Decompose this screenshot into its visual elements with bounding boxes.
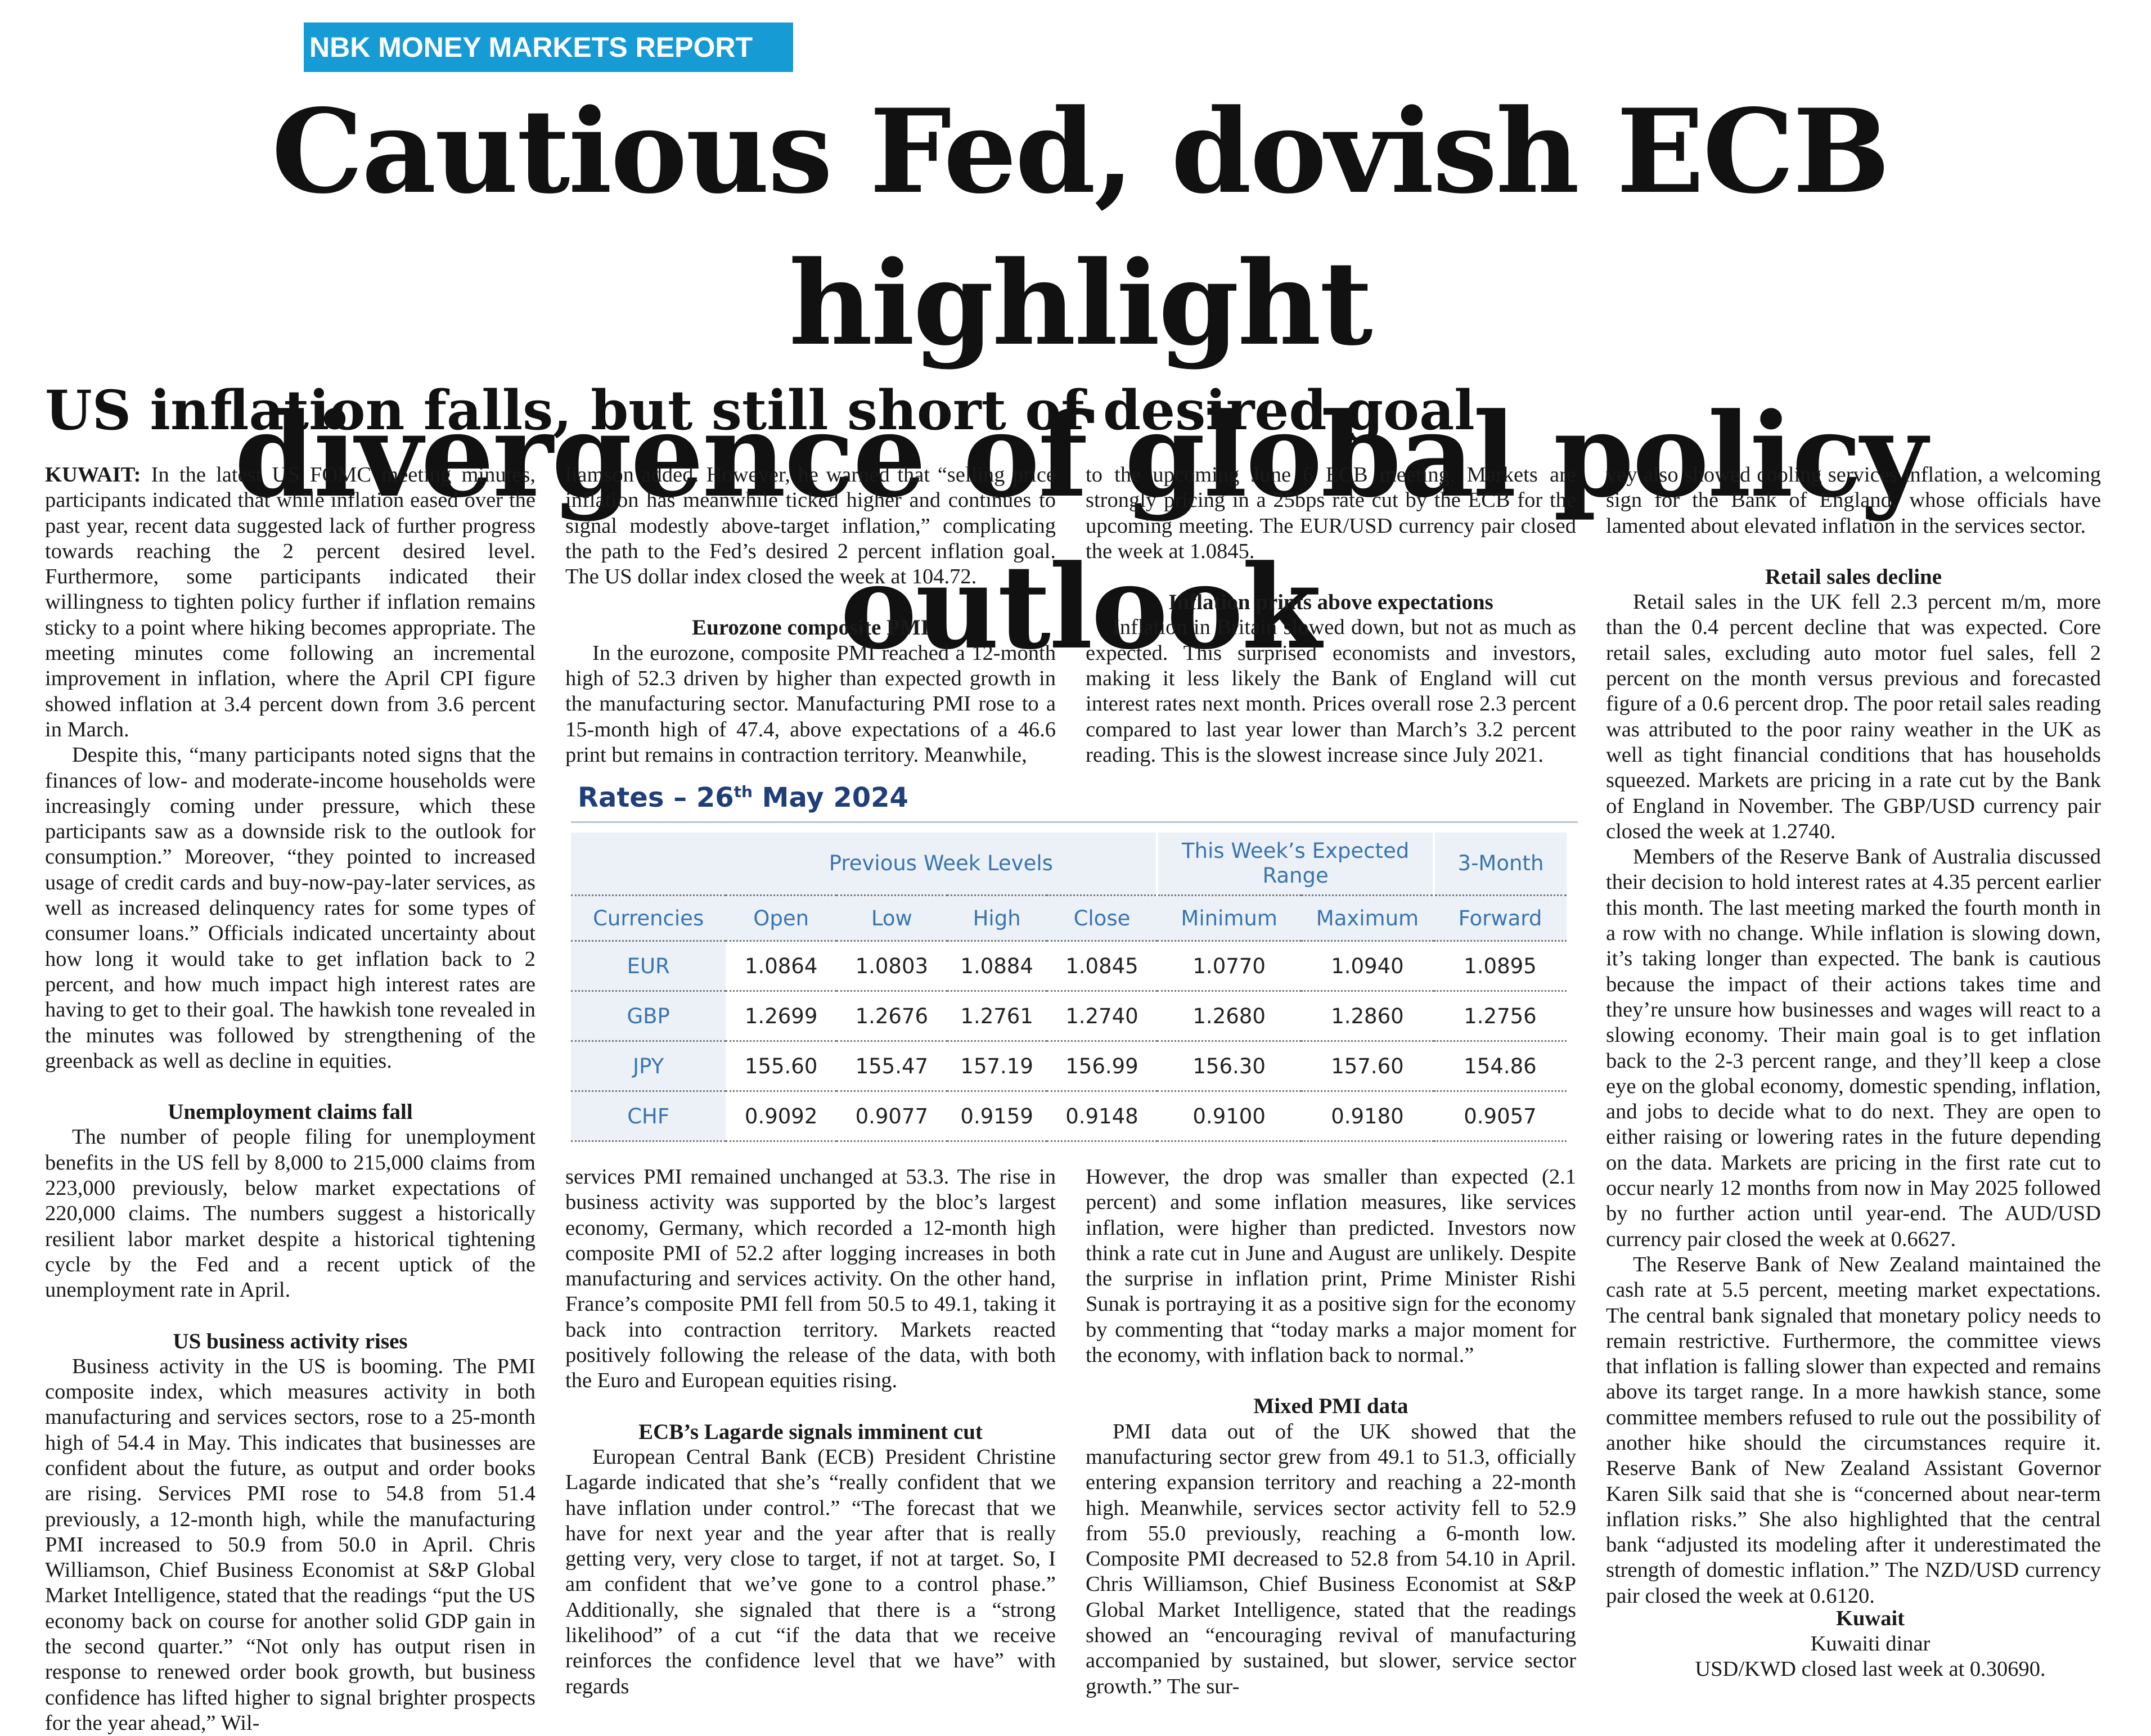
table-cell: 157.60	[1300, 1040, 1434, 1091]
table-header-cell: 3-Month	[1432, 833, 1567, 896]
paragraph: to the upcoming June 6 ECB meeting. Mark…	[1086, 463, 1576, 563]
table-cell: 1.0845	[1046, 940, 1158, 991]
headline: Cautious Fed, dovish ECB highlight diver…	[90, 76, 2070, 683]
rates-table-title: Rates – 26th May 2024	[578, 782, 908, 813]
table-group-header: Previous Week Levels This Week’s Expecte…	[571, 833, 1567, 896]
table-cell: 0.9180	[1300, 1090, 1434, 1142]
kuwait-box: Kuwait Kuwaiti dinar USD/KWD closed last…	[1603, 1606, 2138, 1682]
divider	[571, 821, 1578, 823]
table-cell: 0.9092	[726, 1090, 836, 1142]
table-header-cell: This Week’s Expected Range	[1156, 833, 1434, 896]
headline-line-1: Cautious Fed, dovish ECB highlight	[271, 84, 1891, 371]
column-3-bottom: However, the drop was smaller than expec…	[1086, 1164, 1576, 1699]
paragraph: services PMI remained unchanged at 53.3.…	[565, 1165, 1056, 1393]
section-heading: ECB’s Lagarde signals imminent cut	[638, 1419, 983, 1444]
kuwait-line-2: USD/KWD closed last week at 0.30690.	[1695, 1657, 2046, 1681]
section-tag: NBK MONEY MARKETS REPORT	[304, 23, 793, 72]
table-cell: 1.0895	[1433, 940, 1567, 991]
headline-line-2: divergence of global policy outlook	[234, 388, 1928, 675]
table-cell: 155.47	[836, 1040, 947, 1091]
section-heading: Unemployment claims fall	[168, 1100, 413, 1125]
column-2-bottom: services PMI remained unchanged at 53.3.…	[565, 1164, 1056, 1699]
kuwait-title: Kuwait	[1836, 1607, 1905, 1630]
section-heading: Inflation prints above expectations	[1168, 590, 1493, 615]
paragraph: Retail sales in the UK fell 2.3 percent …	[1606, 590, 2101, 843]
table-cell: 1.2740	[1046, 990, 1158, 1041]
table-cell: 1.0940	[1300, 940, 1434, 991]
table-cell: 1.2860	[1300, 990, 1434, 1041]
paragraph: Inflation in Britain slowed down, but no…	[1086, 615, 1576, 767]
table-cell: 154.86	[1433, 1040, 1567, 1091]
table-cell: 0.9148	[1046, 1090, 1158, 1142]
table-column-header-cell: Maximum	[1300, 894, 1434, 941]
column-1: KUWAIT: In the latest US FOMC meeting mi…	[45, 462, 536, 1736]
paragraph: The number of people filing for unemploy…	[45, 1125, 536, 1302]
rates-table: Previous Week Levels This Week’s Expecte…	[571, 833, 1567, 1142]
table-cell: 1.0803	[836, 940, 947, 991]
table-column-header-cell: Minimum	[1157, 894, 1301, 941]
table-row: GBP 1.2699 1.2676 1.2761 1.2740 1.2680 1.2860 1…	[571, 990, 1567, 1041]
table-column-header-cell: Low	[836, 894, 947, 941]
table-column-header-cell: Currencies	[571, 894, 726, 941]
column-4: vey also showed cooling services inflati…	[1606, 462, 2101, 1609]
section-heading: Retail sales decline	[1765, 564, 1942, 589]
table-cell: 157.19	[947, 1040, 1047, 1091]
table-cell: 0.9057	[1433, 1090, 1567, 1142]
table-cell: 1.2756	[1433, 990, 1567, 1041]
table-cell: 0.9100	[1157, 1090, 1301, 1142]
rates-table-panel: Rates – 26th May 2024 Previous Week Leve…	[571, 782, 1578, 1142]
table-cell: 1.2699	[726, 990, 836, 1041]
table-cell: 155.60	[726, 1040, 836, 1091]
paragraph: Business activity in the US is booming. …	[45, 1354, 536, 1735]
dateline: KUWAIT:	[45, 463, 141, 487]
table-cell: 156.99	[1046, 1040, 1158, 1091]
paragraph: European Central Bank (ECB) President Ch…	[565, 1445, 1056, 1698]
paragraph: Despite this, “many participants noted s…	[45, 743, 536, 1073]
table-row: JPY 155.60 155.47 157.19 156.99 156.30 157.60 1…	[571, 1040, 1567, 1091]
paragraph-text: In the latest US FOMC meeting minutes, p…	[45, 463, 536, 741]
table-header-cell: Previous Week Levels	[726, 833, 1158, 896]
currency-cell: GBP	[571, 990, 726, 1041]
paragraph: The Reserve Bank of New Zealand maintain…	[1606, 1252, 2101, 1608]
paragraph: KUWAIT: In the latest US FOMC meeting mi…	[45, 462, 536, 743]
table-column-header: Currencies Open Low High Close Minimum Maximum…	[571, 894, 1567, 941]
column-2-top: liamson added. However, he warned that “…	[565, 462, 1056, 768]
paragraph: liamson added. However, he warned that “…	[565, 463, 1056, 589]
table-cell: 1.0884	[947, 940, 1047, 991]
subhead: US inflation falls, but still short of d…	[45, 379, 1475, 442]
column-3-top: to the upcoming June 6 ECB meeting. Mark…	[1086, 462, 1576, 768]
paragraph: PMI data out of the UK showed that the m…	[1086, 1419, 1576, 1698]
table-cell: 1.2676	[836, 990, 947, 1041]
table-cell: 0.9077	[836, 1090, 947, 1142]
table-cell: 156.30	[1157, 1040, 1301, 1091]
paragraph: In the eurozone, composite PMI reached a…	[565, 641, 1056, 767]
currency-cell: JPY	[571, 1040, 726, 1091]
section-heading: Mixed PMI data	[1253, 1394, 1408, 1419]
table-row: CHF 0.9092 0.9077 0.9159 0.9148 0.9100 0.9180 0…	[571, 1090, 1567, 1142]
table-cell: 1.2761	[947, 990, 1047, 1041]
table-row: EUR 1.0864 1.0803 1.0884 1.0845 1.0770 1.0940 1…	[571, 940, 1567, 991]
paragraph: However, the drop was smaller than expec…	[1086, 1165, 1576, 1368]
table-cell: 0.9159	[947, 1090, 1047, 1142]
table-header-cell	[571, 833, 726, 896]
table-cell: 1.0864	[726, 940, 836, 991]
kuwait-line-1: Kuwaiti dinar	[1810, 1632, 1930, 1656]
currency-cell: CHF	[571, 1090, 726, 1142]
section-heading: Eurozone composite PMI	[692, 615, 929, 640]
section-heading: US business activity rises	[173, 1329, 408, 1353]
paragraph: vey also showed cooling services inflati…	[1606, 463, 2101, 538]
table-cell: 1.2680	[1157, 990, 1301, 1041]
table-column-header-cell: Open	[726, 894, 836, 941]
table-column-header-cell: Forward	[1433, 894, 1567, 941]
table-column-header-cell: High	[947, 894, 1047, 941]
currency-cell: EUR	[571, 940, 726, 991]
table-column-header-cell: Close	[1046, 894, 1158, 941]
table-cell: 1.0770	[1157, 940, 1301, 991]
paragraph: Members of the Reserve Bank of Australia…	[1606, 845, 2101, 1251]
